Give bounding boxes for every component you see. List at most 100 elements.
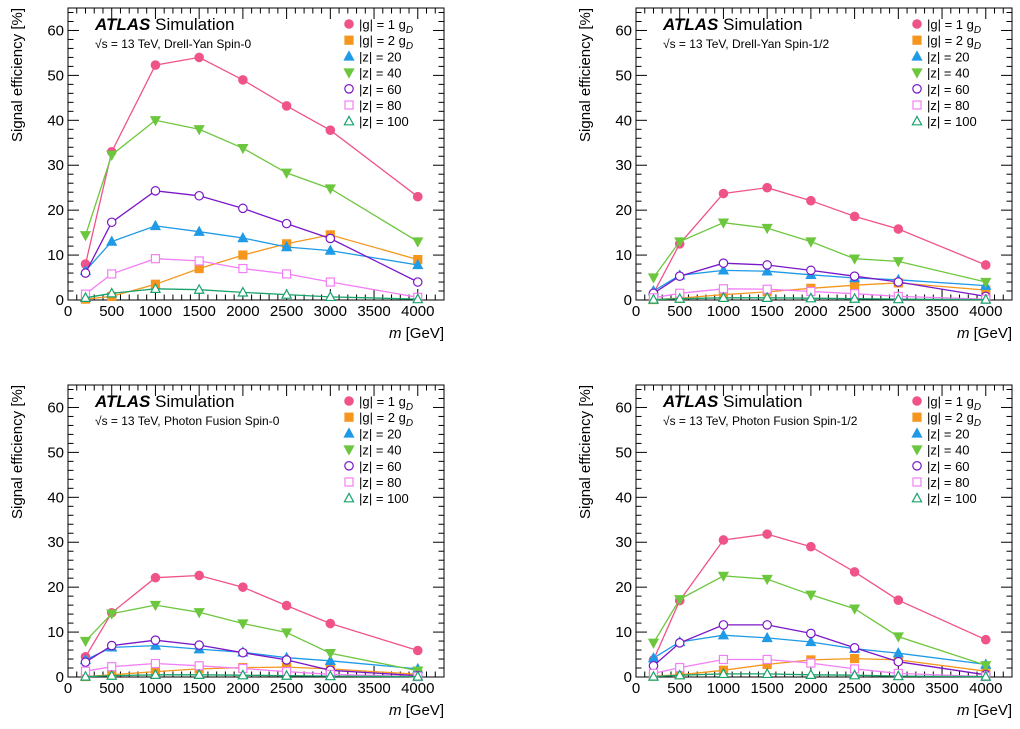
legend-label-text: |z| = 20 [927, 426, 970, 441]
data-point [412, 645, 423, 656]
x-tick-label: 0 [64, 680, 72, 697]
data-point [281, 218, 292, 229]
series-line [85, 604, 418, 672]
data-point [806, 541, 816, 552]
data-point [674, 638, 685, 648]
legend-marker [344, 477, 354, 487]
data-point [238, 263, 248, 274]
x-tick-label: 3000 [314, 303, 347, 320]
data-point [849, 567, 860, 577]
plot-frame [67, 7, 445, 301]
data-point [762, 620, 772, 630]
data-point [106, 150, 118, 161]
legend-marker [912, 35, 922, 45]
x-tick-label: 1000 [139, 303, 172, 320]
legend-marker [344, 460, 354, 471]
legend-label-subscript: D [406, 418, 413, 429]
data-point [848, 254, 861, 265]
data-point [980, 661, 992, 672]
legend-label-text: |z| = 60 [927, 459, 970, 474]
data-point [412, 277, 423, 287]
legend-marker [912, 460, 922, 471]
data-point [281, 101, 292, 111]
data-point [238, 647, 248, 658]
legend-label-text: |g| = 2 g [359, 410, 406, 425]
data-point [193, 225, 205, 236]
data-point [107, 662, 117, 672]
legend-label-text: |z| = 80 [359, 98, 402, 113]
legend-marker [911, 68, 923, 79]
series-line [653, 297, 986, 301]
legend-label-subscript: D [974, 402, 981, 413]
data-point [237, 669, 249, 680]
series-line [653, 262, 986, 298]
y-tick-label: 30 [47, 534, 64, 551]
legend-marker [344, 412, 354, 422]
data-point [806, 265, 816, 276]
chart-panel: 0 500 1000 1500 2000 2500 3000 3500 4000 0 10 20 30 4… [577, 384, 1013, 719]
atlas-name: ATLAS [94, 15, 151, 34]
series-line [84, 56, 419, 265]
data-point [150, 572, 161, 583]
legend-label: |z| = 40 [927, 443, 970, 458]
data-point [149, 282, 162, 293]
legend-label: |z| = 80 [927, 475, 970, 490]
data-point [762, 654, 772, 665]
legend-label: |g| = 2 gD [359, 33, 413, 52]
data-point [648, 660, 659, 671]
x-tick-label: 0 [632, 680, 640, 697]
x-tick-label: 2500 [838, 680, 871, 697]
legend-label-text: |z| = 100 [927, 114, 977, 129]
legend-label: |z| = 20 [927, 49, 970, 64]
legend-label: |g| = 1 gD [927, 394, 981, 413]
legend-label-text: |z| = 20 [359, 426, 402, 441]
legend-marker [343, 68, 355, 79]
data-point [80, 657, 91, 667]
legend-marker [343, 427, 355, 438]
y-tick-label: 60 [47, 22, 64, 39]
series-line [652, 575, 987, 666]
x-axis-label-symbol: m [957, 325, 970, 342]
data-point [280, 628, 293, 639]
data-point [150, 658, 161, 669]
chart-panel: 0 500 1000 1500 2000 2500 3000 3500 4000 0 10 20 30 4… [9, 7, 445, 342]
legend-label-text: |g| = 1 g [359, 394, 406, 409]
x-tick-label: 500 [667, 303, 692, 320]
y-tick-label: 0 [56, 669, 64, 686]
legend-label: |g| = 1 gD [359, 394, 413, 413]
data-point [412, 258, 424, 270]
x-tick-label: 3000 [882, 303, 915, 320]
legend-label-text: |z| = 80 [927, 475, 970, 490]
x-tick-label: 1500 [182, 680, 215, 697]
x-tick-label: 3500 [357, 303, 390, 320]
y-tick-label: 0 [624, 292, 632, 309]
y-tick-label: 30 [47, 157, 64, 174]
x-axis-label: m [GeV] [957, 325, 1012, 342]
series-line [85, 662, 418, 678]
legend-marker [343, 445, 355, 456]
data-point [761, 631, 773, 643]
data-point [107, 269, 117, 279]
legend-label: |z| = 20 [359, 426, 402, 441]
data-point [79, 231, 92, 242]
data-point [849, 642, 860, 653]
y-tick-label: 10 [615, 624, 632, 641]
data-point [850, 280, 860, 290]
data-point [412, 237, 424, 248]
data-point [980, 277, 992, 289]
y-tick-label: 50 [615, 67, 632, 84]
series-line [652, 533, 987, 661]
data-point [149, 116, 162, 127]
legend-label: |z| = 60 [927, 459, 970, 474]
data-point [238, 75, 248, 85]
legend-marker [911, 427, 923, 438]
legend-label: |g| = 2 gD [359, 410, 413, 429]
legend-label-text: |g| = 2 g [927, 33, 974, 48]
legend-label: |z| = 100 [927, 491, 977, 506]
data-point [761, 223, 773, 235]
x-tick-label: 1500 [182, 303, 215, 320]
data-point [106, 669, 118, 680]
data-point [237, 231, 249, 243]
y-tick-label: 30 [615, 157, 632, 174]
y-axis-label: Signal efficiency [%] [577, 8, 594, 142]
